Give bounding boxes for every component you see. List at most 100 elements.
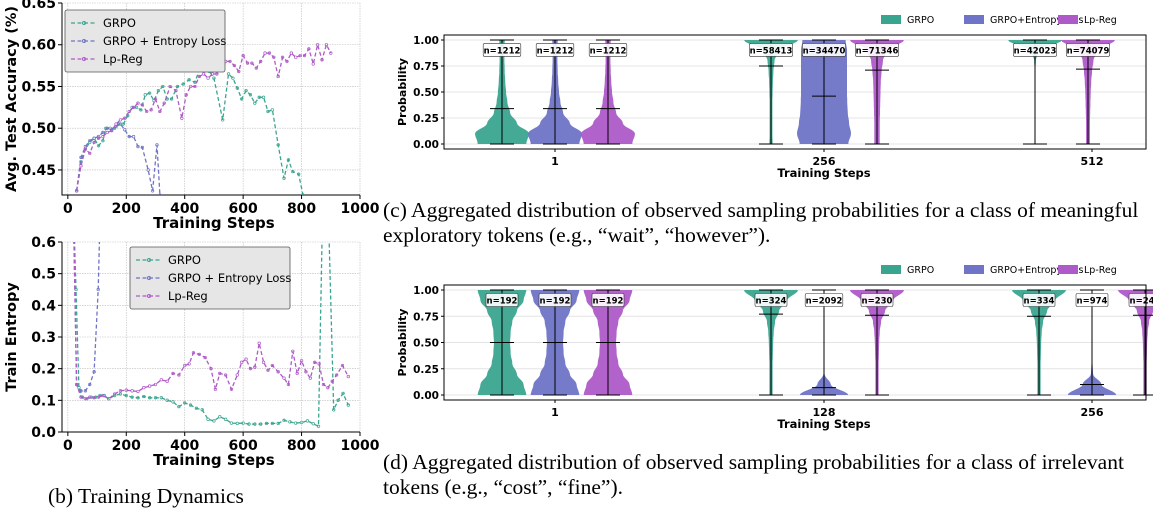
data-point xyxy=(158,193,162,195)
y-tick-label: 0.60 xyxy=(21,38,56,54)
data-point xyxy=(253,101,257,105)
data-point xyxy=(156,89,161,93)
data-point xyxy=(74,189,79,193)
count-label: n=192 xyxy=(593,297,624,307)
data-point xyxy=(101,134,105,139)
legend-marker xyxy=(82,21,86,25)
y-tick-label: 0.50 xyxy=(413,87,439,99)
data-point xyxy=(124,388,128,392)
violin-lp-reg: n=71346 xyxy=(850,39,904,145)
x-tick-label: 128 xyxy=(813,406,836,419)
data-point xyxy=(191,351,196,355)
data-point xyxy=(139,108,143,112)
data-point xyxy=(197,352,201,357)
data-point xyxy=(228,59,232,64)
data-point xyxy=(110,129,114,133)
legend-marker xyxy=(82,57,86,61)
data-point xyxy=(88,382,92,387)
series-grpo xyxy=(74,63,305,195)
data-point xyxy=(149,108,153,112)
count-badge xyxy=(538,293,572,307)
series-line xyxy=(75,42,332,191)
legend-label: Lp-Reg xyxy=(1084,15,1117,26)
legend-swatch xyxy=(881,265,901,274)
y-tick-label: 0.5 xyxy=(31,267,56,283)
data-point xyxy=(147,384,152,388)
data-point xyxy=(194,406,199,410)
x-tick-label: 1 xyxy=(551,155,559,168)
y-tick-label: 0.6 xyxy=(31,235,56,251)
data-point xyxy=(105,130,109,135)
data-point xyxy=(259,422,263,426)
series-line xyxy=(75,123,161,195)
x-tick-label: 600 xyxy=(229,201,258,217)
data-point xyxy=(320,58,324,62)
data-point xyxy=(188,403,193,407)
data-point xyxy=(329,51,333,55)
legend-swatch xyxy=(1058,15,1078,24)
y-tick-label: 0.75 xyxy=(413,61,439,73)
data-point xyxy=(131,134,136,139)
data-point xyxy=(218,371,222,376)
x-tick-label: 800 xyxy=(287,201,316,217)
data-point xyxy=(215,72,219,76)
data-point xyxy=(244,89,248,93)
data-point xyxy=(92,140,96,145)
data-point xyxy=(101,393,105,398)
data-point xyxy=(177,405,181,409)
count-label: n=1212 xyxy=(590,46,627,56)
legend-swatch xyxy=(964,15,984,24)
legend: GRPO GRPO + Entropy Loss Lp-Reg xyxy=(64,9,226,73)
x-tick-label: 1000 xyxy=(341,438,380,454)
legend-label: GRPO + Entropy Loss xyxy=(103,34,226,48)
y-tick-label: 0.00 xyxy=(413,390,439,402)
count-label: n=2092 xyxy=(806,297,843,307)
data-point xyxy=(304,370,308,374)
legend-swatch xyxy=(881,15,901,24)
legend-label: Lp-Reg xyxy=(168,289,208,303)
y-tick-label: 0.45 xyxy=(21,163,56,179)
data-point xyxy=(235,86,239,90)
data-point xyxy=(263,51,267,55)
data-point xyxy=(206,76,210,80)
data-point xyxy=(140,145,144,150)
y-tick-label: 0.3 xyxy=(31,330,56,346)
data-point xyxy=(74,287,78,292)
data-point xyxy=(282,176,286,180)
data-point xyxy=(187,78,191,82)
count-label: n=1212 xyxy=(484,46,521,56)
y-tick-label: 0.4 xyxy=(31,298,56,314)
legend-label: GRPO xyxy=(907,15,934,26)
x-tick-label: 0 xyxy=(63,438,73,454)
series-lp-reg xyxy=(74,42,333,193)
data-point xyxy=(266,109,270,114)
violin-grpo-entropy-loss: n=192 xyxy=(530,289,580,396)
legend: GRPO GRPO+Entropy loss Lp-Reg xyxy=(881,265,1117,276)
data-point xyxy=(276,143,280,147)
data-point xyxy=(237,69,241,74)
data-point xyxy=(264,421,269,426)
y-tick-label: 0.25 xyxy=(413,364,439,376)
data-point xyxy=(96,136,101,140)
data-point xyxy=(107,397,111,401)
violin-grpo-entropy-loss: n=1212 xyxy=(528,39,582,145)
x-tick-label: 200 xyxy=(112,438,141,454)
data-point xyxy=(161,84,165,89)
data-point xyxy=(150,189,155,193)
data-point xyxy=(83,147,88,151)
count-label: n=192 xyxy=(540,297,571,307)
data-point xyxy=(311,422,315,426)
x-tick-label: 512 xyxy=(1081,155,1104,168)
legend-marker xyxy=(147,276,151,280)
x-tick-label: 800 xyxy=(287,438,316,454)
data-point xyxy=(123,116,127,120)
data-point xyxy=(332,408,336,412)
violin-grpo: n=334 xyxy=(1012,289,1066,396)
data-point xyxy=(88,139,92,143)
data-point xyxy=(79,389,83,393)
data-point xyxy=(96,395,101,399)
data-point xyxy=(130,395,134,399)
data-point xyxy=(244,357,248,361)
violin-grpo: n=42023 xyxy=(1008,39,1062,145)
data-point xyxy=(159,378,163,382)
